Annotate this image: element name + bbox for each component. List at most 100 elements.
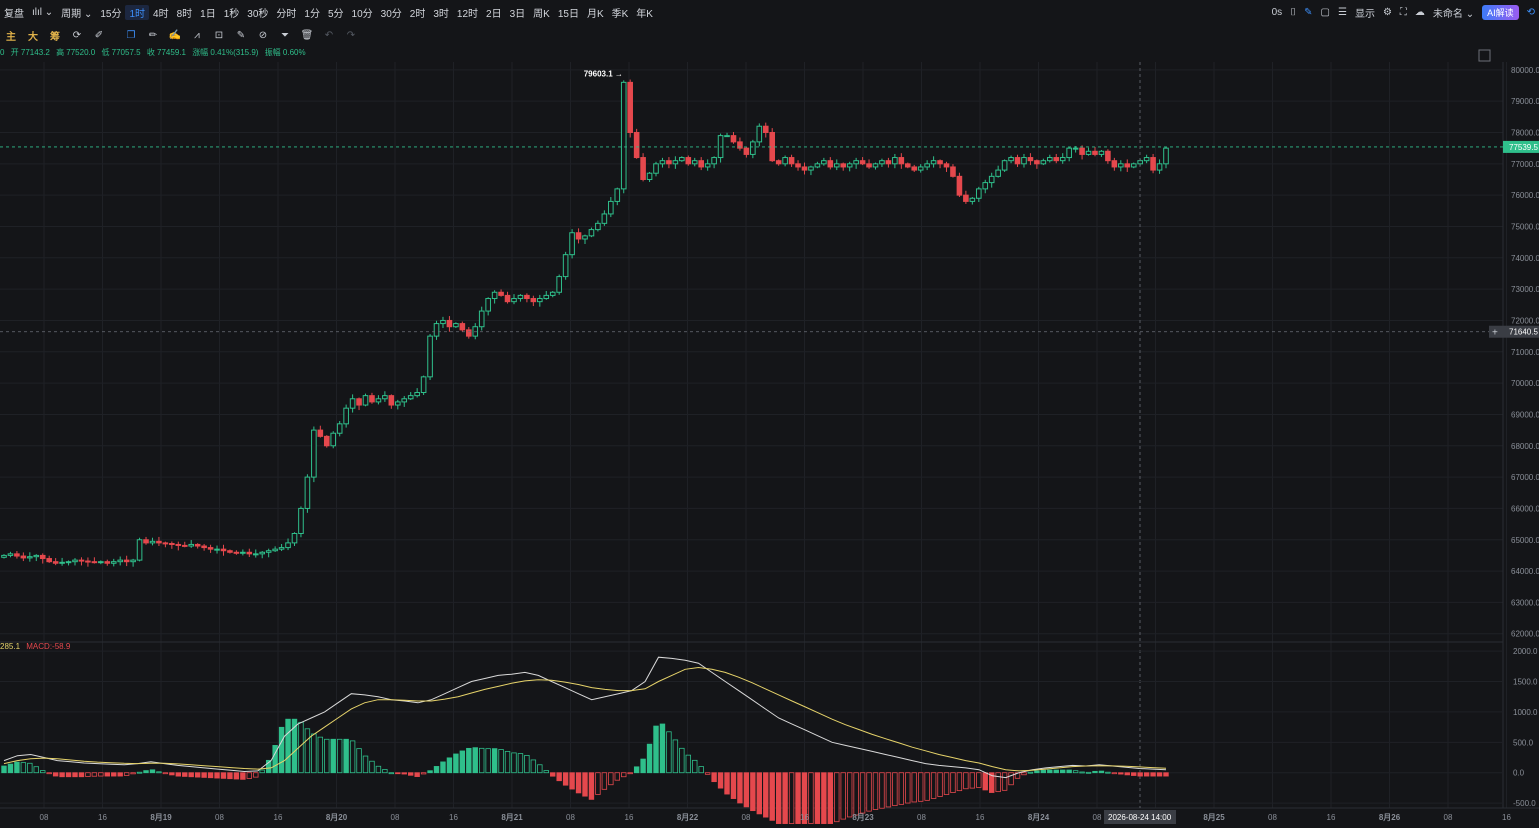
pattern-icon[interactable]: ⩘ [194, 29, 200, 41]
y-tick-label: 69000.0 [1511, 410, 1539, 419]
macd-bar [550, 772, 556, 777]
candle-body [317, 429, 324, 437]
period-item[interactable]: 5分 [327, 8, 344, 20]
candle-body [220, 548, 227, 552]
display-button[interactable]: 显示 [1354, 8, 1375, 20]
undo-icon[interactable]: ↶ [324, 29, 334, 41]
candle-body [892, 157, 898, 165]
period-item[interactable]: 30分 [380, 8, 402, 20]
macd-bar [401, 772, 407, 775]
main-chart-toggle[interactable]: 主 [6, 31, 16, 43]
menu-icon[interactable]: ☰ [1337, 6, 1347, 18]
copy-icon[interactable]: ❐ [126, 29, 136, 41]
x-tick-label: 8月24 [1028, 813, 1050, 822]
sync-icon[interactable]: ⟳ [72, 29, 82, 41]
macd-bar [1098, 770, 1105, 774]
period-item[interactable]: 3时 [433, 8, 449, 20]
macd-bar [472, 747, 478, 774]
candle-body [362, 395, 369, 406]
macd-bar [1027, 771, 1034, 774]
macd-bar [220, 772, 227, 779]
trash-icon[interactable]: 🗑 [300, 29, 314, 41]
ai-interpret-button[interactable]: AI解读 [1482, 4, 1519, 20]
period-item[interactable]: 1分 [304, 8, 320, 20]
share-icon[interactable]: ⟲ [1526, 6, 1535, 18]
candle-body [491, 291, 498, 300]
candle-body [950, 166, 956, 177]
period-item[interactable]: 季K [611, 8, 629, 20]
redo-icon[interactable]: ↷ [346, 29, 356, 41]
candle-body [601, 213, 608, 224]
fullscreen-icon[interactable]: ⛶ [1399, 6, 1407, 18]
layout-icon[interactable]: ▢ [1320, 6, 1330, 18]
candle-body [304, 476, 311, 509]
candle-body [562, 254, 569, 278]
period-item[interactable]: 15日 [557, 8, 579, 20]
x-tick-label: 08 [1093, 813, 1102, 822]
macd-bar [194, 772, 201, 778]
period-item[interactable]: 3日 [509, 8, 526, 20]
macd-bar [240, 772, 246, 780]
macd-bar [78, 772, 85, 778]
candle-body [1163, 147, 1169, 165]
period-item[interactable]: 4时 [153, 8, 169, 20]
lock-icon[interactable]: ⊡ [214, 29, 224, 41]
period-item[interactable]: 月K [586, 8, 604, 20]
candle-body [743, 147, 750, 155]
candle-body [478, 310, 485, 328]
dif-line [3, 656, 1167, 779]
big-order-toggle[interactable]: 大 [28, 31, 38, 43]
camera-icon[interactable]: ⌷ [1290, 6, 1297, 18]
macd-bar [704, 772, 711, 775]
crosshair-plus-bg [1489, 325, 1503, 338]
brush-icon[interactable]: ✐ [94, 29, 104, 41]
settings-icon[interactable]: ⚙ [1382, 6, 1392, 18]
period-item[interactable]: 1时 [125, 4, 150, 20]
period-item[interactable]: 10分 [351, 8, 373, 20]
period-item[interactable]: 1日 [200, 8, 216, 20]
period-item[interactable]: 2时 [409, 8, 426, 20]
candle-body [672, 160, 679, 165]
candle-body [685, 157, 692, 165]
candle-body [924, 163, 930, 168]
period-item[interactable]: 1秒 [223, 8, 240, 20]
workspace-dropdown[interactable]: 未命名 ⌄ [1432, 8, 1475, 20]
draw-icon[interactable]: ✍ [168, 29, 182, 41]
pen-icon[interactable]: ✎ [1304, 6, 1313, 18]
macd-bar [530, 759, 537, 774]
period-item[interactable]: 30秒 [247, 8, 269, 20]
macd-bar [382, 769, 388, 774]
period-dropdown[interactable]: 周期 ⌄ [61, 8, 93, 20]
replay-button[interactable]: 复盘 [4, 8, 24, 20]
candle-body [543, 294, 550, 300]
candle-body [627, 81, 633, 133]
period-item[interactable]: 分时 [276, 8, 297, 20]
magnet-icon[interactable]: ⊘ [258, 29, 268, 41]
chart-type-icon[interactable]: ılıl ⌄ [32, 6, 54, 18]
period-item[interactable]: 周K [533, 8, 550, 20]
pencil-icon[interactable]: ✏ [148, 29, 158, 41]
period-item[interactable]: 12时 [456, 8, 479, 20]
crosshair-price-bg [1503, 325, 1539, 338]
macd-bar [982, 772, 988, 791]
edit-icon[interactable]: ✎ [236, 29, 246, 41]
chips-toggle[interactable]: 筹 [50, 31, 60, 43]
filter-icon[interactable]: ⏷ [281, 29, 289, 41]
macd-bar [324, 738, 330, 774]
period-item[interactable]: 8时 [176, 8, 193, 20]
period-item[interactable]: 15分 [100, 8, 122, 20]
period-item[interactable]: 2日 [486, 8, 502, 20]
macd-bar [304, 728, 311, 774]
ohlc-readout: 0 开 77143.2 高 77520.0 低 77057.5 收 77459.… [0, 47, 310, 58]
cloud-icon[interactable]: ☁ [1414, 6, 1425, 18]
macd-bar [272, 745, 278, 774]
macd-bar [756, 772, 762, 815]
period-item[interactable]: 年K [636, 8, 653, 20]
macd-bar [1072, 770, 1079, 774]
candle-body [608, 200, 614, 215]
candle-body [769, 131, 776, 162]
y-tick-label: 80000.0 [1511, 66, 1539, 75]
candle-body [298, 507, 304, 534]
workspace-name: 未命名 [1432, 8, 1463, 20]
